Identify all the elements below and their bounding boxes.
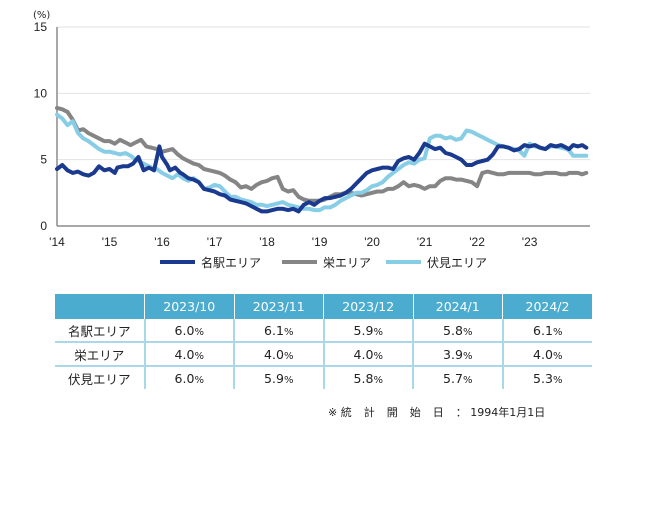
x-tick-label: '14 [49,235,65,249]
cell-value: 4.0 [533,346,553,362]
x-tick-label: '19 [312,235,328,249]
cell-unit: % [373,374,383,386]
legend-label: 栄エリア [323,256,371,270]
cell-value: 3.9 [443,346,463,362]
cell-unit: % [194,350,204,362]
table-header-cell: 2023/11 [233,294,324,319]
table-row: 伏見エリア 6.0% 5.9% 5.8% 5.7% 5.3% [55,366,592,389]
cell-value: 6.0 [174,322,195,338]
cell-unit: % [552,374,563,386]
line-chart: 0 5 10 15 '14 '15 '16 '17 '18 '19 '20 '21 '22 '23 (%… [33,10,590,270]
legend-item: 栄エリア [282,256,371,270]
table-header-cell: 2023/12 [323,294,413,319]
table-cell: 6.0% [143,366,234,389]
cell-value: 5.9 [264,370,284,386]
x-tick-label: '20 [364,235,380,249]
cell-value: 5.9 [353,322,374,338]
table-cell: 3.9% [412,342,503,367]
note-prefix: ※ [328,406,338,419]
gridlines [57,26,590,161]
cell-unit: % [194,374,204,386]
x-tick-label: '23 [522,235,538,249]
statistics-start-note: ※ 統計開始日： 1994年1月1日 [328,404,545,420]
row-label: 伏見エリア [67,371,131,387]
cell-unit: % [462,326,473,338]
table-cell: 5.9% [233,366,324,389]
table-cell: 4.0% [233,342,324,367]
series-lines [55,105,589,214]
series-line-sakae [55,105,589,203]
legend-label: 伏見エリア [427,256,487,270]
cell-unit: % [373,326,383,338]
x-tick-label: '18 [259,235,275,249]
x-tick-label: '21 [417,235,433,249]
table-header-cell: 2023/10 [144,294,234,319]
cell-value: 4.0 [174,346,195,362]
y-axis-unit-label: (%) [33,10,50,21]
legend-item: 伏見エリア [386,256,487,270]
table-cell: 4.0% [501,342,592,367]
y-tick-label: 10 [34,86,48,100]
table-header-corner [55,294,145,319]
cell-unit: % [283,326,294,338]
y-tick-labels: 0 5 10 15 [34,20,48,233]
legend-item: 名駅エリア [160,255,261,270]
x-tick-label: '15 [102,235,118,249]
cell-unit: % [283,350,294,362]
x-tick-label: '16 [154,235,170,249]
cell-value: 5.8 [443,322,463,338]
x-tick-label: '17 [207,235,223,249]
cell-value: 6.1 [533,322,553,338]
row-label: 名駅エリア [55,319,145,343]
table-cell: 5.9% [322,319,413,343]
cell-unit: % [194,326,204,338]
table-cell: 4.0% [322,342,413,367]
cell-value: 5.7 [443,370,463,386]
cell-unit: % [283,374,294,386]
table-cell: 5.3% [501,366,592,389]
axes [56,27,590,227]
vacancy-rate-table: 2023/10 2023/11 2023/12 2024/1 2024/2 名駅… [55,294,592,389]
note-label: 統計開始日 [340,406,456,419]
y-tick-label: 0 [40,219,47,233]
cell-value: 4.0 [353,346,374,362]
table-header-row: 2023/10 2023/11 2023/12 2024/1 2024/2 [55,294,592,319]
x-tick-label: '22 [469,235,485,249]
series-line-meieki [55,141,589,214]
cell-value: 6.1 [264,322,284,338]
row-label: 栄エリア [55,342,145,367]
cell-unit: % [462,350,473,362]
table-cell: 6.0% [143,319,234,343]
y-tick-label: 5 [40,153,47,167]
table-cell: 5.7% [412,366,503,389]
y-tick-label: 15 [34,20,48,34]
table-row: 名駅エリア 6.0% 6.1% 5.9% 5.8% 6.1% [55,319,592,343]
cell-value: 5.3 [533,370,553,386]
table-header-cell: 2024/1 [412,294,503,319]
note-separator: ： [455,406,467,419]
cell-unit: % [552,326,563,338]
table-cell: 6.1% [501,319,592,343]
table-cell: 5.8% [412,319,503,343]
table-cell: 4.0% [143,342,234,367]
cell-unit: % [462,374,473,386]
cell-value: 6.0 [174,370,195,386]
x-tick-labels: '14 '15 '16 '17 '18 '19 '20 '21 '22 '23 [49,235,538,249]
legend: 名駅エリア 栄エリア 伏見エリア [160,255,487,270]
table-header-cell: 2024/2 [502,294,592,319]
legend-label: 名駅エリア [201,255,261,270]
cell-value: 4.0 [264,346,284,362]
table-row: 栄エリア 4.0% 4.0% 4.0% 3.9% 4.0% [55,342,592,367]
table-cell: 5.8% [322,366,413,389]
table-cell: 6.1% [233,319,324,343]
cell-unit: % [373,350,383,362]
cell-value: 5.8 [353,370,374,386]
cell-unit: % [552,350,563,362]
note-value: 1994年1月1日 [470,406,546,419]
